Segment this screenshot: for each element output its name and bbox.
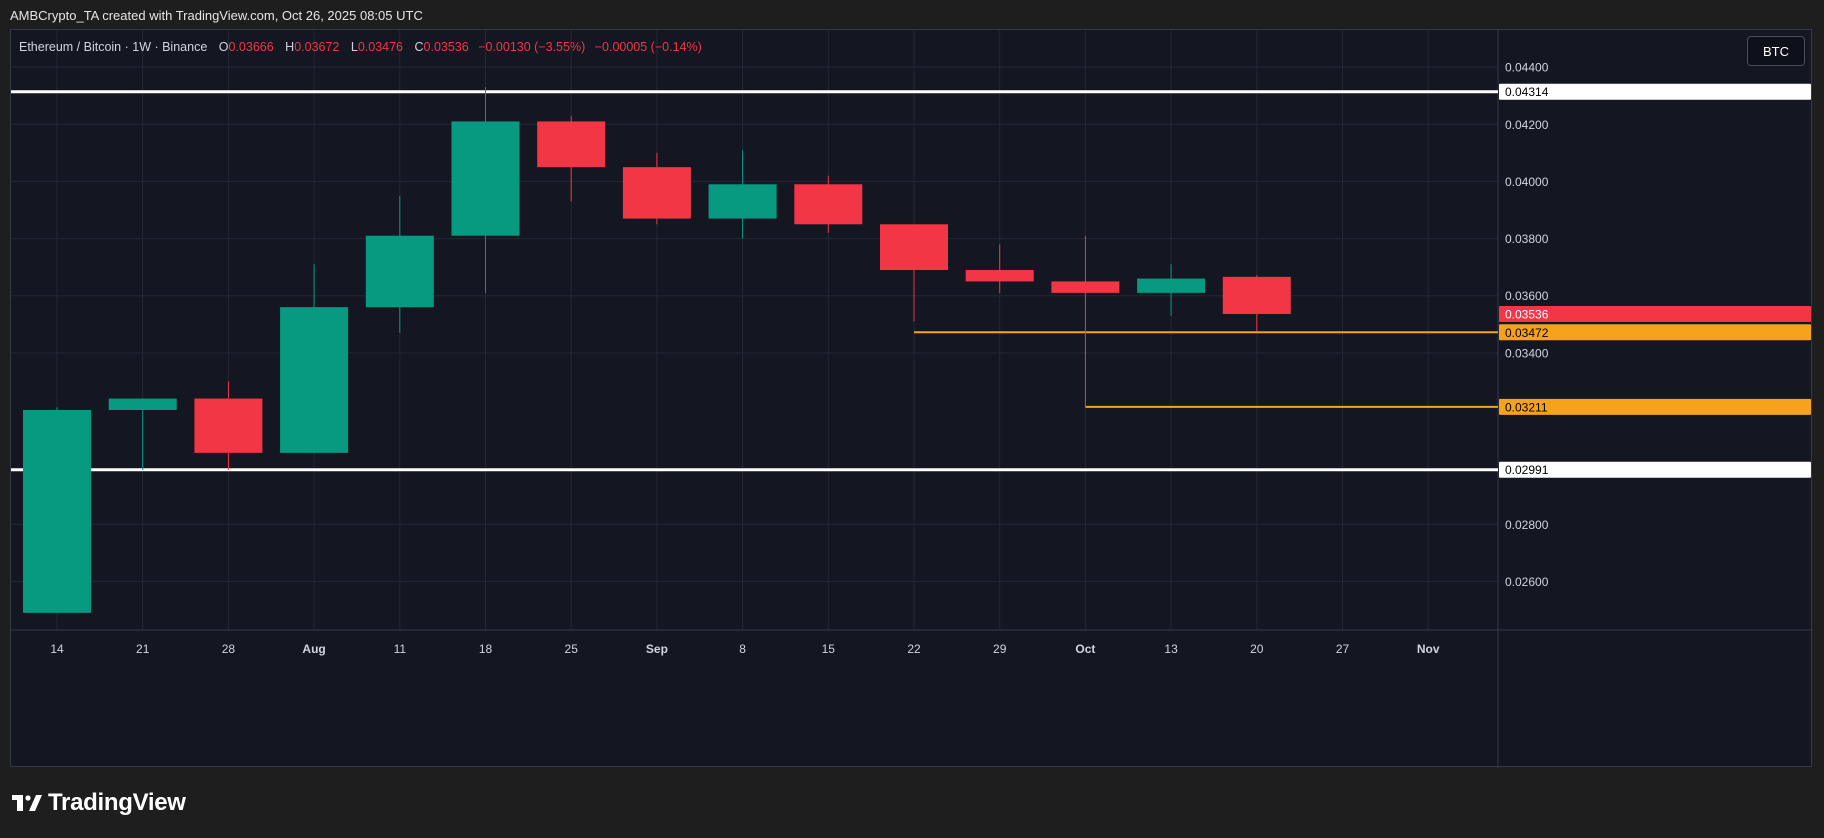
currency-button[interactable]: BTC — [1747, 36, 1805, 66]
price-level-label-bg — [1499, 324, 1811, 341]
chart-caption: AMBCrypto_TA created with TradingView.co… — [10, 8, 423, 23]
x-axis-tick-label: 13 — [1164, 642, 1178, 656]
x-axis-tick-label: 11 — [394, 642, 407, 656]
x-axis-tick-label: 28 — [222, 642, 236, 656]
x-axis-tick-label: 20 — [1250, 642, 1264, 656]
support-level-label-bg — [1499, 461, 1811, 478]
candle-body — [280, 307, 349, 453]
x-axis-tick-label: 8 — [739, 642, 746, 656]
price-level-label: 0.03211 — [1505, 400, 1548, 414]
x-axis-tick-label: Oct — [1075, 642, 1095, 656]
y-axis-tick-label: 0.03600 — [1505, 289, 1549, 303]
tradingview-wordmark: TradingView — [48, 789, 186, 816]
high-label: H — [285, 40, 295, 54]
candle-body — [880, 224, 948, 270]
y-axis-tick-label: 0.04200 — [1505, 118, 1549, 132]
y-axis-tick-label: 0.04000 — [1505, 175, 1549, 189]
tradingview-branding: TradingView — [12, 789, 186, 816]
open-value: 0.03666 — [228, 40, 274, 54]
candle-body — [194, 398, 263, 453]
last-price-label: 0.03536 — [1505, 308, 1549, 322]
support-level-label: 0.02991 — [1505, 463, 1549, 477]
x-axis-tick-label: 25 — [565, 642, 579, 656]
y-axis-tick-label: 0.02800 — [1505, 518, 1549, 532]
chart-panel[interactable]: 0.02600 0.02800 0.03400 0.03600 0.03800 0.040… — [10, 29, 1813, 768]
x-axis-tick-label: 18 — [479, 642, 493, 656]
candle-body — [1137, 278, 1206, 293]
candle-body — [451, 121, 520, 236]
candle-body — [23, 410, 91, 613]
candle-body — [794, 184, 863, 225]
support-level-label: 0.04314 — [1505, 85, 1549, 99]
x-axis-tick-label: 27 — [1336, 642, 1350, 656]
candle-body — [708, 184, 777, 219]
high-value: 0.03672 — [294, 40, 340, 54]
x-axis-tick-label: 21 — [136, 642, 150, 656]
close-label: C — [414, 40, 424, 54]
candle-body — [108, 398, 177, 410]
symbol-name: Ethereum / Bitcoin · 1W · Binance — [19, 40, 208, 54]
candle-body — [965, 270, 1034, 282]
candle-body — [622, 167, 691, 219]
symbol-legend: Ethereum / Bitcoin · 1W · Binance O0.036… — [19, 40, 702, 54]
x-axis-tick-label: 22 — [907, 642, 921, 656]
candle-body — [1222, 276, 1291, 314]
x-axis-tick-label: 14 — [50, 642, 64, 656]
close-value: 0.03536 — [423, 40, 469, 54]
y-axis-tick-label: 0.04400 — [1505, 61, 1549, 75]
x-axis-tick-label: 29 — [993, 642, 1007, 656]
y-axis-tick-label: 0.03800 — [1505, 232, 1549, 246]
price-level-label-bg — [1499, 398, 1811, 415]
price-change-secondary: −0.00005 (−0.14%) — [594, 40, 702, 54]
x-axis-tick-label: 15 — [822, 642, 836, 656]
support-level-label-bg — [1499, 83, 1811, 100]
candlestick-chart[interactable]: 0.02600 0.02800 0.03400 0.03600 0.03800 0.040… — [11, 30, 1813, 768]
y-axis-tick-label: 0.03400 — [1505, 346, 1549, 360]
y-axis-tick-label: 0.02600 — [1505, 575, 1549, 589]
low-label: L — [350, 40, 358, 54]
open-label: O — [218, 40, 229, 54]
x-axis-tick-label: Aug — [302, 642, 325, 656]
x-axis-tick-label: Sep — [646, 642, 668, 656]
candle-body — [365, 235, 434, 308]
price-level-label: 0.03472 — [1505, 326, 1549, 340]
low-value: 0.03476 — [357, 40, 404, 54]
tradingview-logo-icon — [12, 795, 42, 811]
last-price-label-bg — [1499, 306, 1811, 322]
candle-body — [537, 121, 606, 168]
candle-body — [1051, 281, 1120, 293]
price-change: −0.00130 (−3.55%) — [478, 40, 586, 54]
x-axis-tick-label: Nov — [1417, 642, 1440, 656]
